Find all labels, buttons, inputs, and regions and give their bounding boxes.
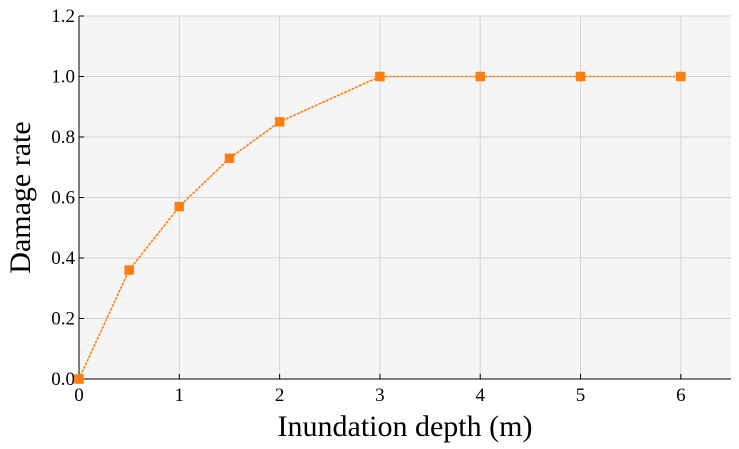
data-point-marker (124, 265, 134, 275)
y-tick-label: 1.2 (51, 6, 75, 27)
x-tick-label: 3 (375, 385, 385, 406)
y-tick-label: 0.8 (51, 127, 75, 148)
data-point-marker (475, 71, 485, 82)
x-tick-label: 1 (175, 385, 185, 406)
y-tick-label: 0.6 (51, 188, 75, 209)
x-tick-label: 6 (676, 385, 686, 406)
y-tick-label: 1.0 (51, 67, 75, 88)
x-tick-labels: 0 1 2 3 4 5 6 (74, 385, 685, 406)
data-point-marker (676, 71, 686, 82)
x-tick-label: 5 (576, 385, 586, 406)
x-tick-label: 4 (475, 385, 485, 406)
data-point-marker (274, 117, 285, 127)
y-tick-label: 0.2 (51, 309, 75, 330)
data-point-marker (74, 374, 84, 384)
y-axis-title: Damage rate (4, 121, 37, 273)
data-point-marker (224, 153, 235, 163)
y-tick-label: 0.4 (51, 248, 75, 269)
data-point-marker (174, 201, 185, 212)
x-tick-label: 0 (74, 385, 84, 406)
data-series (74, 71, 686, 384)
data-point-marker (575, 71, 586, 82)
y-tick-label: 0.0 (51, 369, 75, 390)
x-axis-title: Inundation depth (m) (278, 410, 533, 443)
y-tick-labels: 0.0 0.2 0.4 0.6 0.8 1.0 1.2 (51, 6, 75, 390)
x-tick-label: 2 (275, 385, 285, 406)
data-point-marker (375, 71, 385, 82)
